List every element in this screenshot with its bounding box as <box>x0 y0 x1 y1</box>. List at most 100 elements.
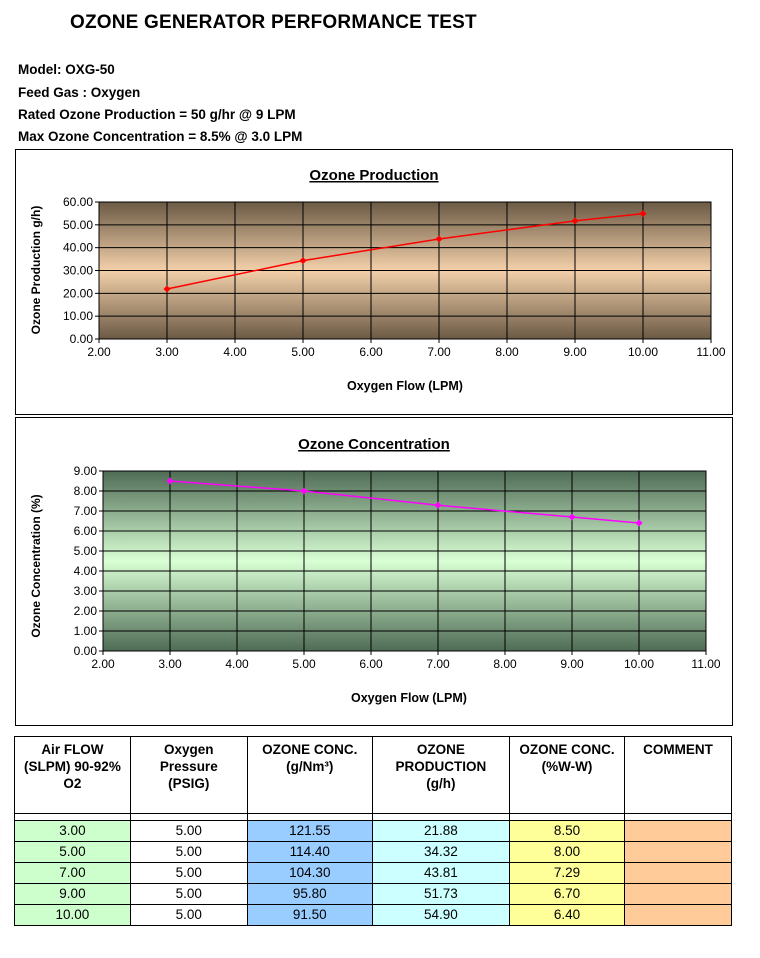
table-cell: 91.50 <box>246 904 373 926</box>
x-tick-label: 4.00 <box>223 345 247 359</box>
table-cell: 34.32 <box>371 841 510 863</box>
table-row: 5.00 5.00 114.40 34.32 8.00 <box>14 841 732 863</box>
table-cell: 104.30 <box>246 862 373 884</box>
y-tick-label: 9.00 <box>74 464 98 478</box>
spacer-cell <box>14 813 131 821</box>
max-concentration-label: Max Ozone Concentration = 8.5% @ 3.0 LPM <box>18 129 303 144</box>
table-cell: 3.00 <box>14 820 131 842</box>
column-header-line: (%W-W) <box>541 759 593 774</box>
column-header: OZONE PRODUCTION (g/h) <box>371 736 510 814</box>
table-cell <box>624 841 732 863</box>
column-header-line: (g/Nm³) <box>286 759 334 774</box>
table-row: 9.00 5.00 95.80 51.73 6.70 <box>14 883 732 905</box>
table-cell: 43.81 <box>371 862 510 884</box>
table-cell <box>624 820 732 842</box>
column-header-line: Pressure <box>159 759 218 774</box>
table-cell: 7.29 <box>508 862 626 884</box>
table-cell: 8.50 <box>508 820 626 842</box>
table-cell <box>624 862 732 884</box>
table-cell: 51.73 <box>371 883 510 905</box>
y-tick-label: 0.00 <box>70 332 94 346</box>
data-point <box>435 235 443 243</box>
table-cell: 10.00 <box>14 904 131 926</box>
x-tick-label: 9.00 <box>560 657 584 671</box>
x-tick-label: 8.00 <box>493 657 517 671</box>
table-cell: 121.55 <box>246 820 373 842</box>
data-point <box>635 519 643 527</box>
y-tick-label: 50.00 <box>63 218 93 232</box>
column-header-line: Oxygen <box>164 742 214 757</box>
chart-title: Ozone Production <box>309 167 438 184</box>
spacer-cell <box>129 813 248 821</box>
ozone-production-chart-svg: Ozone Production 2.00 3.00 4.00 5.00 6.00 7.0… <box>29 167 726 393</box>
ozone-concentration-chart: Ozone Concentration 2.00 3.00 4.00 5.00 6.00… <box>15 417 733 726</box>
table-cell <box>624 904 732 926</box>
table-cell: 5.00 <box>129 904 248 926</box>
rated-production-label: Rated Ozone Production = 50 g/hr @ 9 LPM <box>18 107 296 122</box>
feed-gas-label: Feed Gas : Oxygen <box>18 85 141 100</box>
chart-title: Ozone Concentration <box>298 436 450 453</box>
table-cell: 5.00 <box>129 883 248 905</box>
table-cell <box>624 883 732 905</box>
table-cell: 6.70 <box>508 883 626 905</box>
table-cell: 7.00 <box>14 862 131 884</box>
table-cell: 5.00 <box>129 820 248 842</box>
table-cell: 5.00 <box>129 841 248 863</box>
data-point <box>166 477 174 485</box>
column-header-line: (SLPM) 90-92% <box>24 759 121 774</box>
x-tick-label: 5.00 <box>292 657 316 671</box>
x-tick-label: 11.00 <box>696 345 725 359</box>
model-label: Model: OXG-50 <box>18 62 115 77</box>
y-tick-label: 40.00 <box>63 241 93 255</box>
x-tick-label: 10.00 <box>628 345 658 359</box>
data-point <box>571 217 579 225</box>
data-point <box>434 501 442 509</box>
x-tick-label: 7.00 <box>427 345 451 359</box>
column-header-line: OZONE <box>416 742 465 757</box>
column-header-line: PRODUCTION <box>395 759 487 774</box>
table-cell: 54.90 <box>371 904 510 926</box>
column-header-line: O2 <box>63 776 82 791</box>
column-header: Oxygen Pressure (PSIG) <box>129 736 248 814</box>
y-axis-label: Ozone Concentration (%) <box>29 494 43 637</box>
column-header: OZONE CONC. (g/Nm³) <box>246 736 373 814</box>
table-cell: 8.00 <box>508 841 626 863</box>
y-tick-label: 10.00 <box>63 309 93 323</box>
x-tick-label: 4.00 <box>225 657 249 671</box>
spacer-cell <box>246 813 373 821</box>
table-cell: 114.40 <box>246 841 373 863</box>
y-tick-label: 3.00 <box>74 584 98 598</box>
y-tick-label: 5.00 <box>74 544 98 558</box>
x-tick-label: 11.00 <box>691 657 720 671</box>
x-tick-label: 6.00 <box>359 345 383 359</box>
ozone-concentration-chart-svg: Ozone Concentration 2.00 3.00 4.00 5.00 6.00… <box>29 436 721 705</box>
y-tick-label: 0.00 <box>74 644 98 658</box>
x-tick-label: 2.00 <box>91 657 115 671</box>
x-tick-label: 6.00 <box>359 657 383 671</box>
x-tick-label: 5.00 <box>291 345 315 359</box>
plot-area <box>102 470 707 652</box>
table-cell: 5.00 <box>14 841 131 863</box>
y-tick-label: 7.00 <box>74 504 98 518</box>
data-point <box>639 210 647 218</box>
table-row: 7.00 5.00 104.30 43.81 7.29 <box>14 862 732 884</box>
x-tick-label: 7.00 <box>426 657 450 671</box>
y-axis-label: Ozone Production g/h) <box>29 206 43 335</box>
column-header-line: (g/h) <box>426 776 456 791</box>
y-tick-label: 4.00 <box>74 564 98 578</box>
data-point <box>568 513 576 521</box>
data-point <box>300 487 308 495</box>
ozone-production-chart: Ozone Production 2.00 3.00 4.00 5.00 6.00 7.0… <box>15 149 733 415</box>
spacer-cell <box>371 813 510 821</box>
x-axis-label: Oxygen Flow (LPM) <box>351 691 467 705</box>
table-spacer-row <box>14 813 732 821</box>
table-row: 3.00 5.00 121.55 21.88 8.50 <box>14 820 732 842</box>
page-title: OZONE GENERATOR PERFORMANCE TEST <box>70 12 477 33</box>
column-header-line: COMMENT <box>643 742 713 757</box>
spacer-cell <box>508 813 626 821</box>
spacer-cell <box>624 813 732 821</box>
y-tick-label: 20.00 <box>63 286 93 300</box>
x-tick-label: 2.00 <box>87 345 111 359</box>
y-tick-label: 6.00 <box>74 524 98 538</box>
data-point <box>163 285 171 293</box>
